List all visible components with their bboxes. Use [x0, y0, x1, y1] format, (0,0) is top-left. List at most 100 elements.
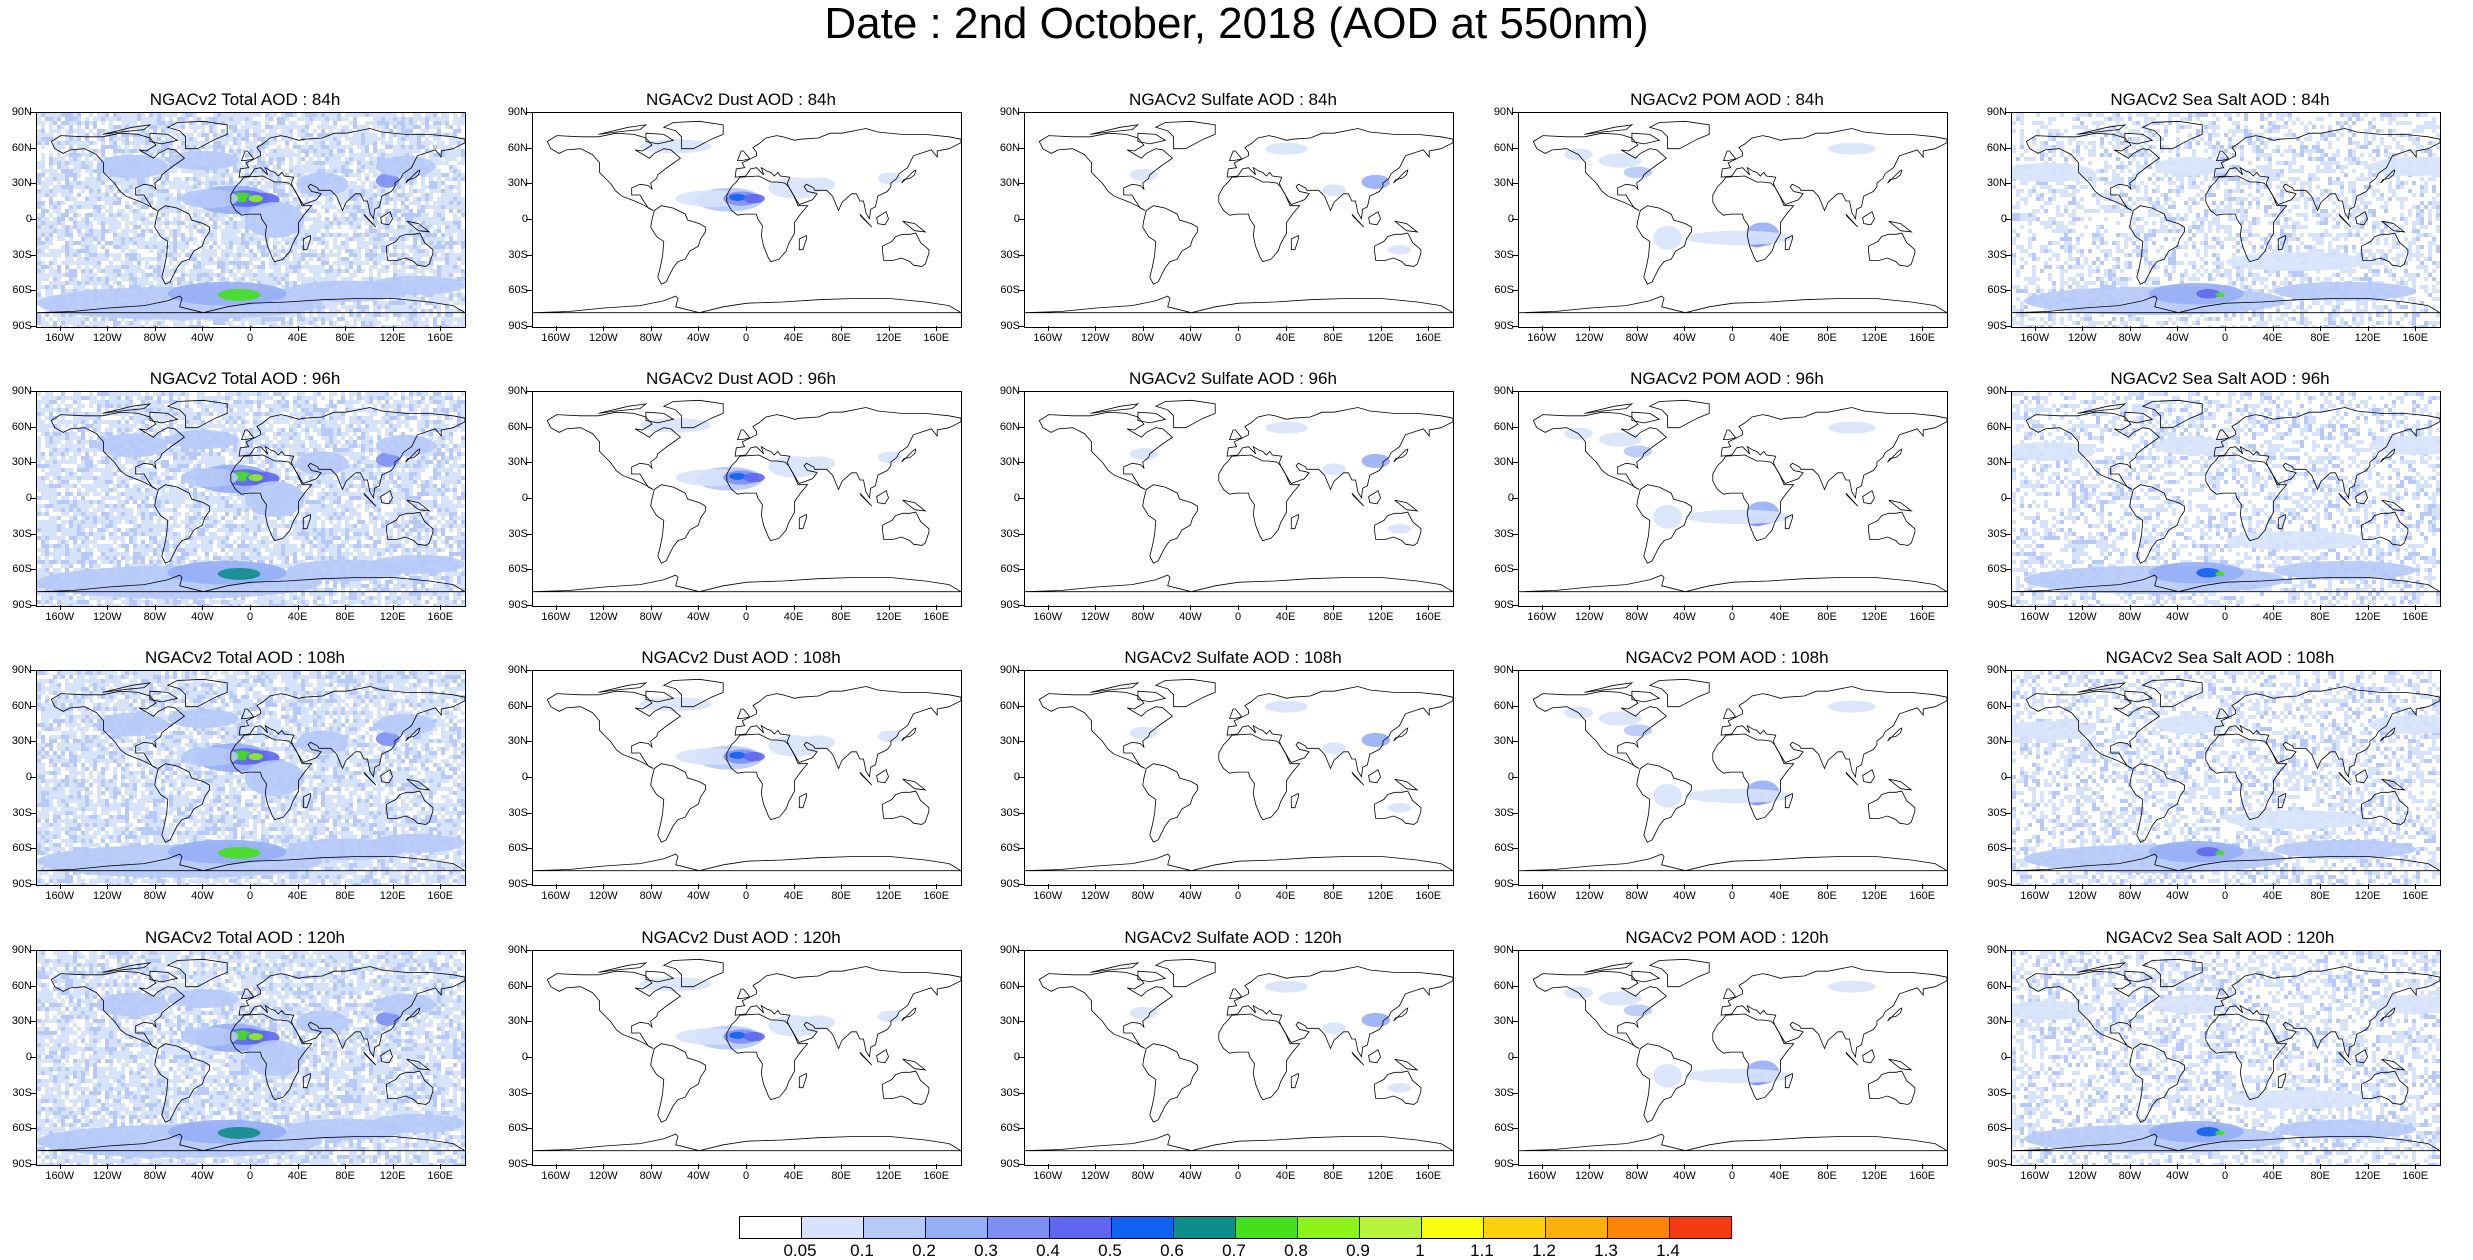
longitude-tick: [698, 326, 700, 331]
aod-field-cell: [457, 121, 461, 125]
aod-field-cell: [2236, 113, 2240, 117]
aod-field-cell: [189, 145, 193, 149]
aod-field-cell: [233, 257, 237, 261]
aod-field-cell: [277, 277, 281, 281]
aod-field-cell: [221, 277, 225, 281]
aod-field-cell: [85, 213, 89, 217]
aod-field-cell: [205, 325, 209, 327]
longitude-tick: [1190, 326, 1192, 331]
aod-field-cell: [309, 225, 313, 229]
latitude-label: 90S: [0, 320, 32, 332]
aod-field-cell: [193, 205, 197, 209]
aod-field-cell: [181, 205, 185, 209]
aod-field-cell: [45, 321, 49, 325]
aod-field-cell: [313, 321, 317, 325]
aod-field-cell: [133, 217, 137, 221]
aod-field-cell: [357, 309, 361, 313]
aod-field-cell: [401, 245, 405, 249]
aod-field-cell: [53, 201, 57, 205]
aod-field-cell: [65, 289, 69, 293]
aod-field-cell: [285, 153, 289, 157]
aod-field-cell: [345, 309, 349, 313]
aod-field-cell: [157, 249, 161, 253]
longitude-tick: [1732, 326, 1733, 331]
aod-field-cell: [161, 193, 165, 197]
aod-field-cell: [341, 153, 345, 157]
aod-field-cell: [145, 281, 149, 285]
coastline: [726, 175, 809, 263]
aod-field-cell: [137, 277, 141, 281]
aod-field-cell: [41, 317, 45, 321]
aod-field-cell: [401, 129, 405, 133]
aod-field-cell: [177, 225, 181, 229]
aod-field-cell: [413, 253, 417, 257]
coastline: [734, 128, 961, 221]
aod-field-cell: [85, 197, 89, 201]
aod-field-cell: [281, 245, 285, 249]
aod-field-cell: [261, 177, 265, 181]
aod-field-cell: [313, 153, 317, 157]
aod-field-cell: [2188, 133, 2192, 137]
aod-field-cell: [405, 313, 409, 317]
aod-field-cell: [461, 205, 465, 209]
aod-field-cell: [345, 205, 349, 209]
aod-field-cell: [185, 261, 189, 265]
aod-field-cell: [89, 173, 93, 177]
aod-field-cell: [453, 169, 457, 173]
aod-field-cell: [61, 229, 65, 233]
aod-field-cell: [177, 241, 181, 245]
aod-field-cell: [341, 217, 345, 221]
aod-field-cell: [365, 253, 369, 257]
aod-field-cell: [433, 233, 437, 237]
aod-field-cell: [65, 249, 69, 253]
aod-field-cell: [37, 225, 41, 229]
aod-field-cell: [2052, 133, 2056, 137]
aod-field-cell: [433, 173, 437, 177]
aod-field-cell: [285, 237, 289, 241]
aod-field-cell: [85, 185, 89, 189]
coastline: [406, 220, 431, 233]
aod-field-cell: [449, 317, 453, 321]
aod-field-cell: [241, 217, 245, 221]
aod-field-cell: [361, 241, 365, 245]
aod-field-cell: [353, 193, 357, 197]
aod-field-cell: [193, 185, 197, 189]
aod-field-cell: [449, 233, 453, 237]
aod-field-cell: [229, 149, 233, 153]
aod-field-cell: [45, 113, 49, 117]
aod-field-cell: [297, 173, 301, 177]
longitude-label: 40W: [678, 332, 718, 344]
aod-field-cell: [2208, 145, 2212, 149]
aod-field-cell: [261, 169, 265, 173]
aod-field-cell: [113, 153, 117, 157]
aod-field-cell: [445, 157, 449, 161]
aod-field-cell: [333, 157, 337, 161]
aod-field-cell: [193, 217, 197, 221]
aod-field-cell: [269, 321, 273, 325]
aod-field-cell: [41, 265, 45, 269]
aod-field-cell: [449, 297, 453, 301]
aod-field-cell: [2136, 129, 2140, 133]
aod-field-cell: [177, 133, 181, 137]
aod-plume: [877, 172, 902, 185]
aod-field-cell: [101, 145, 105, 149]
latitude-tick: [1018, 183, 1024, 185]
aod-field-cell: [325, 121, 329, 125]
aod-field-cell: [449, 241, 453, 245]
aod-field-cell: [429, 221, 433, 225]
aod-field-cell: [173, 113, 177, 117]
aod-field-cell: [2112, 117, 2116, 121]
aod-field-cell: [401, 201, 405, 205]
aod-field-cell: [313, 225, 317, 229]
aod-field-cell: [393, 197, 397, 201]
aod-field-cell: [97, 157, 101, 161]
aod-field-cell: [357, 261, 361, 265]
aod-field-cell: [2288, 113, 2292, 117]
aod-field-cell: [145, 261, 149, 265]
longitude-tick: [1779, 326, 1781, 331]
aod-field-cell: [309, 321, 313, 325]
aod-field-cell: [2256, 137, 2260, 141]
aod-field-cell: [329, 113, 333, 117]
aod-field-cell: [61, 313, 65, 317]
aod-field-cell: [181, 249, 185, 253]
